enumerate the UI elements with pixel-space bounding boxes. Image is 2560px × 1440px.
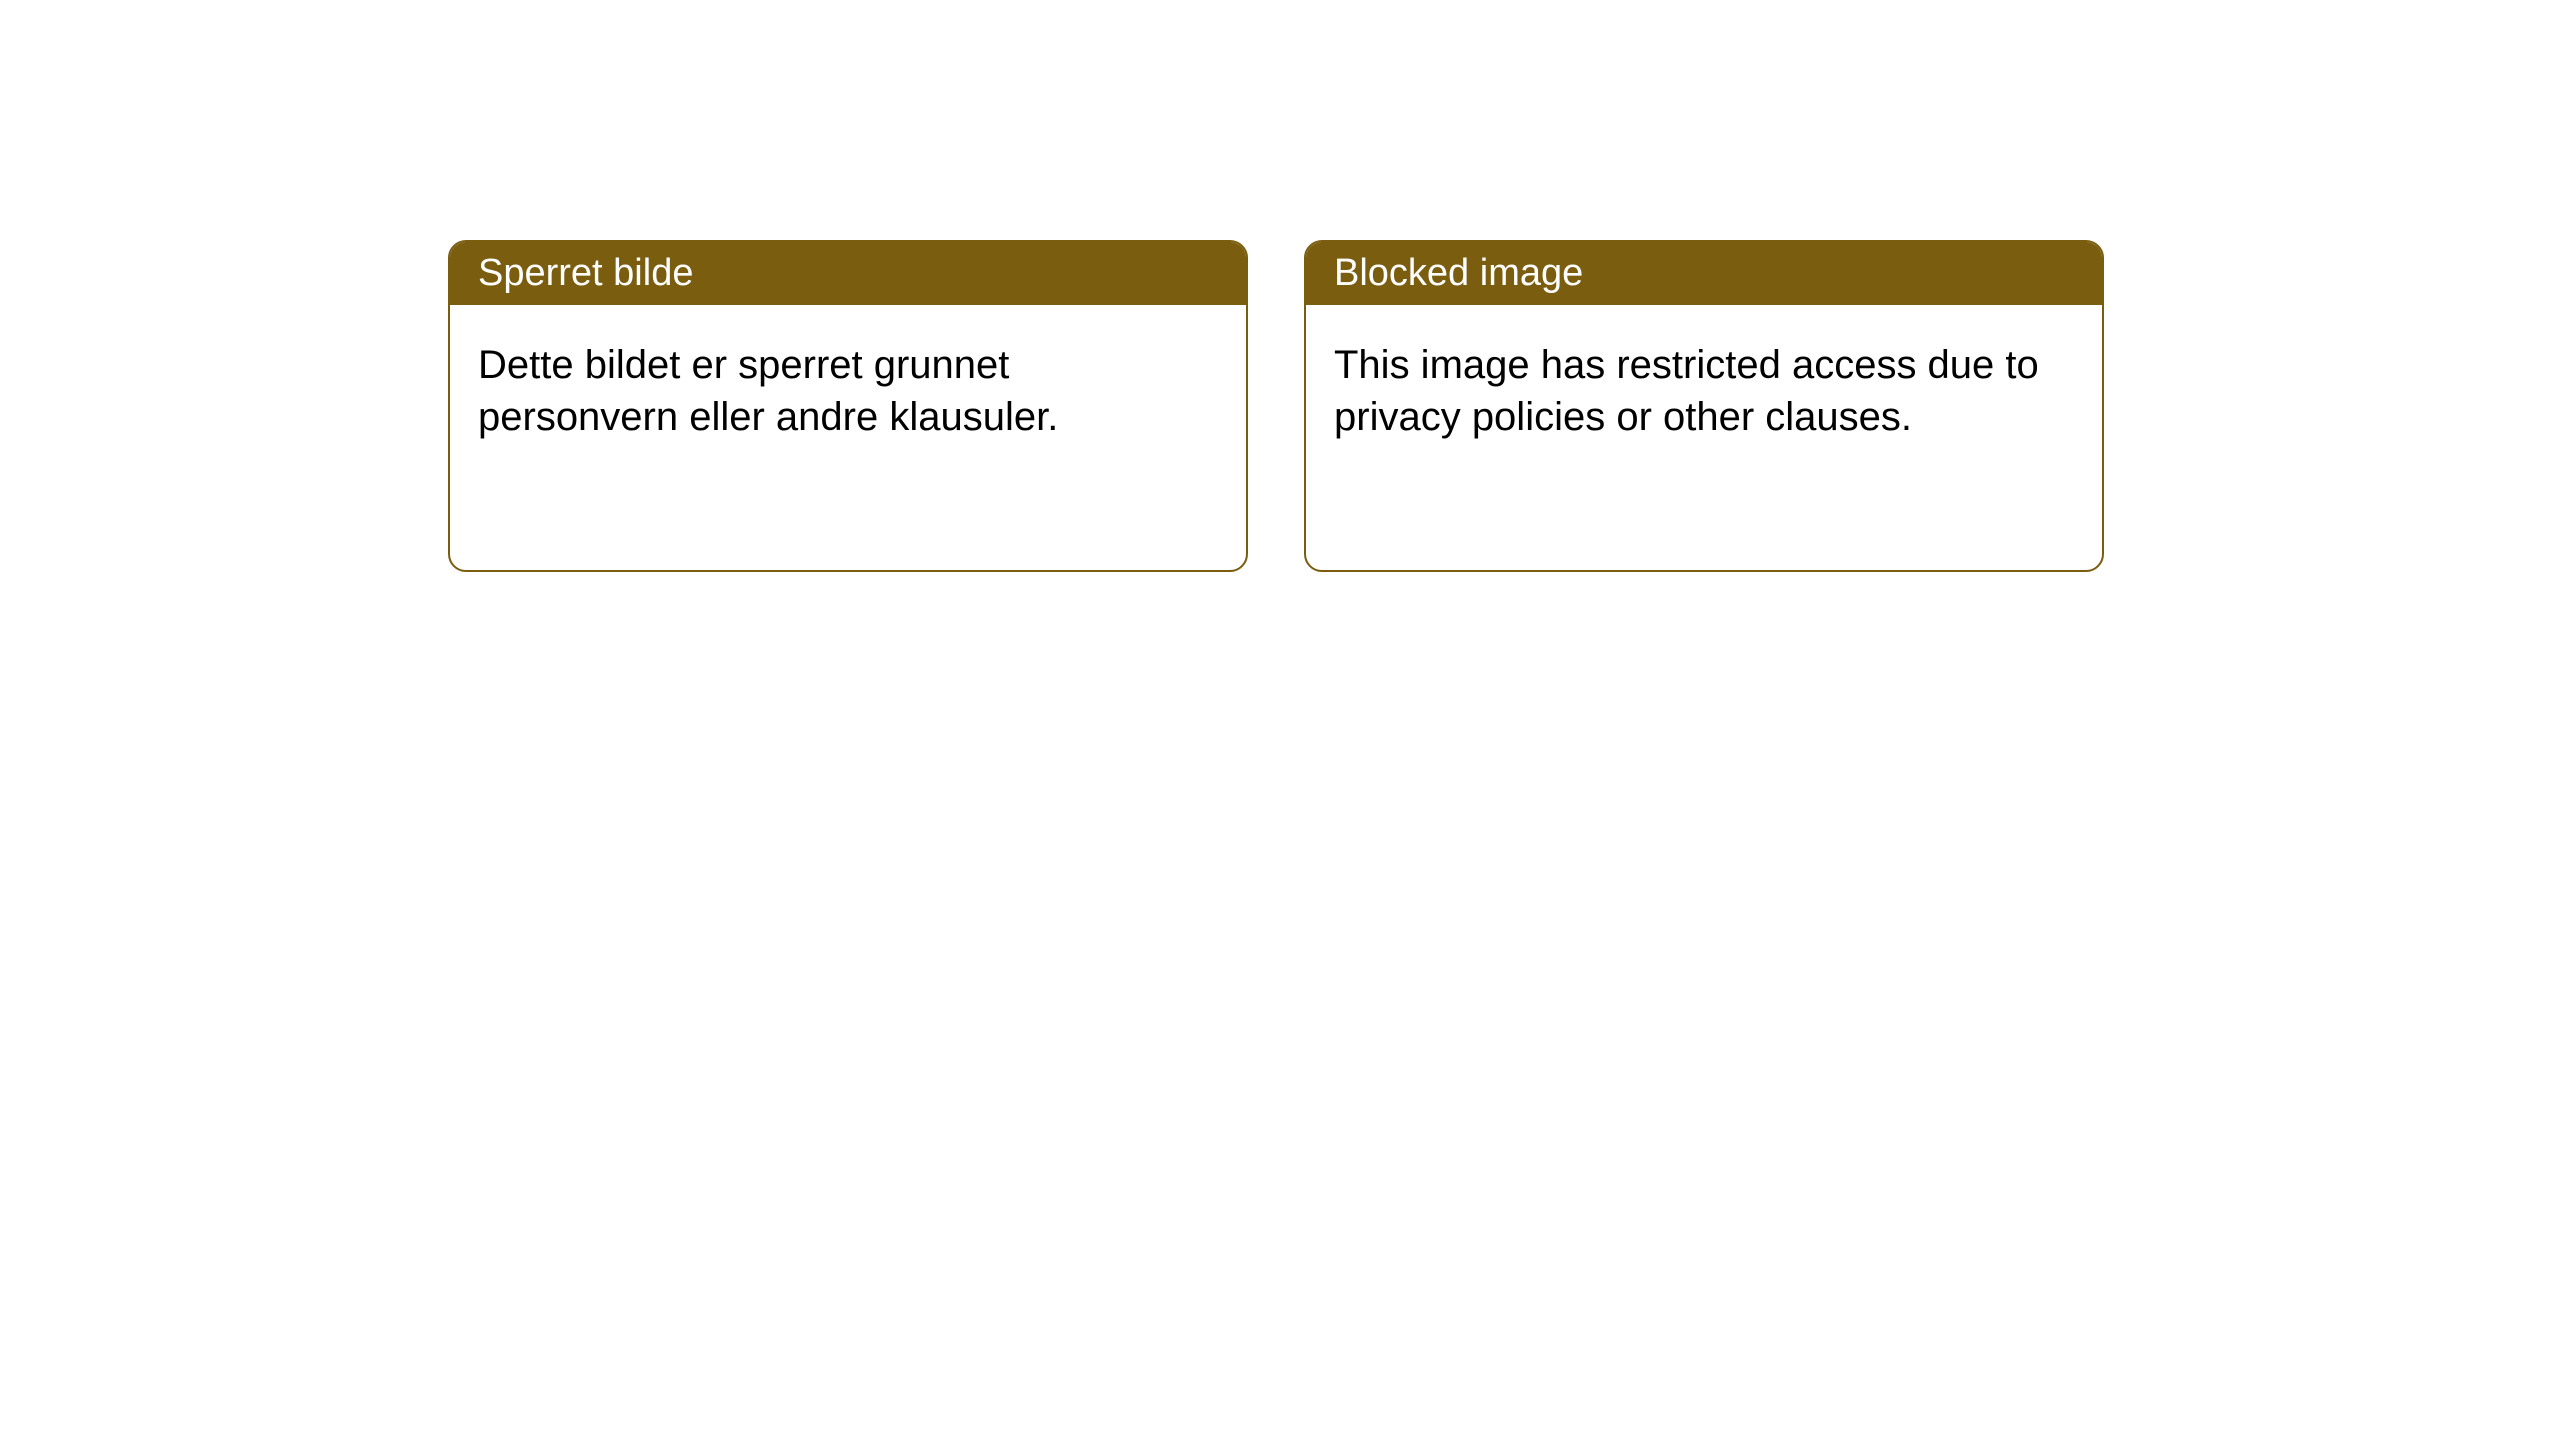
notice-title: Blocked image [1306,242,2102,305]
notice-card-norwegian: Sperret bilde Dette bildet er sperret gr… [448,240,1248,572]
notices-row: Sperret bilde Dette bildet er sperret gr… [0,0,2560,572]
notice-card-english: Blocked image This image has restricted … [1304,240,2104,572]
notice-body: Dette bildet er sperret grunnet personve… [450,305,1246,477]
notice-title: Sperret bilde [450,242,1246,305]
notice-body: This image has restricted access due to … [1306,305,2102,477]
